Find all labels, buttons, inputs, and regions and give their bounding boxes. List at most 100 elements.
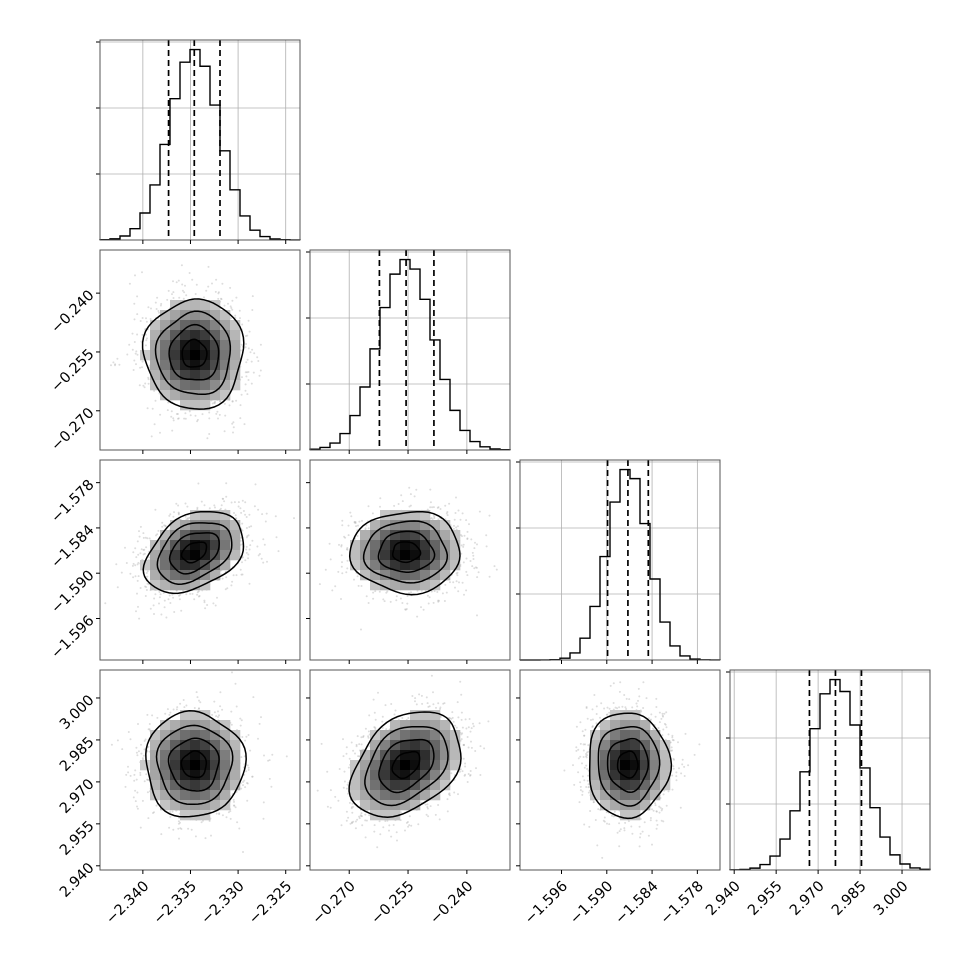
scatter-point <box>175 413 178 415</box>
scatter-point <box>154 508 157 511</box>
scatter-point <box>360 585 363 587</box>
scatter-point <box>472 558 475 560</box>
density-cell <box>190 540 201 551</box>
scatter-point <box>172 417 175 420</box>
density-cell <box>150 580 161 591</box>
scatter-point <box>372 597 375 600</box>
scatter-point <box>156 533 159 536</box>
scatter-point <box>437 518 440 521</box>
density-cell <box>230 540 241 551</box>
scatter-point <box>142 532 145 535</box>
scatter-point <box>135 363 137 366</box>
scatter-point <box>213 504 216 507</box>
panel-frame <box>99 39 301 241</box>
scatter-point <box>258 553 261 555</box>
density-cell <box>200 380 211 391</box>
scatter-point <box>176 413 179 415</box>
scatter-point <box>345 571 348 574</box>
density-cell <box>200 310 211 321</box>
scatter-point <box>371 512 374 515</box>
scatter-point <box>151 407 154 410</box>
scatter-point <box>257 360 260 362</box>
scatter-point <box>231 308 234 311</box>
scatter-point <box>346 548 349 551</box>
scatter-point <box>191 278 194 281</box>
scatter-point <box>341 519 344 522</box>
density-cell <box>220 330 231 341</box>
scatter-point <box>184 515 187 518</box>
scatter-point <box>241 499 244 502</box>
scatter-point <box>328 542 331 545</box>
scatter-point <box>456 525 459 528</box>
scatter-point <box>153 389 156 392</box>
scatter-point <box>195 283 198 286</box>
scatter-point <box>485 534 488 537</box>
scatter-point <box>244 335 247 337</box>
scatter-point <box>410 591 412 594</box>
scatter-point <box>231 299 234 302</box>
scatter-point <box>245 548 248 551</box>
density-cell <box>190 580 201 591</box>
scatter-point <box>137 553 140 556</box>
scatter-point <box>224 414 227 417</box>
scatter-point <box>137 561 140 564</box>
scatter-point <box>337 570 340 573</box>
scatter-point <box>225 495 228 498</box>
scatter-point <box>214 604 217 607</box>
density-cell <box>180 300 191 311</box>
scatter-point <box>148 537 151 540</box>
scatter-point <box>145 586 148 588</box>
scatter-point <box>225 482 228 485</box>
scatter-point <box>356 575 359 578</box>
scatter-point <box>246 358 249 361</box>
scatter-point <box>138 535 141 538</box>
scatter-point <box>239 568 242 571</box>
histogram-panel-0 <box>96 39 301 244</box>
density-cell <box>170 550 181 561</box>
scatter-point <box>239 417 242 420</box>
scatter-point <box>138 617 141 620</box>
scatter-point <box>187 517 189 520</box>
contour-line <box>141 298 245 410</box>
scatter-point <box>256 356 259 359</box>
density-cell <box>170 580 181 591</box>
scatter-point <box>474 541 476 544</box>
scatter-point <box>474 566 477 569</box>
scatter-point <box>246 393 249 396</box>
density-cell <box>200 400 211 411</box>
scatter-point <box>460 544 463 547</box>
density-cell <box>230 520 241 531</box>
scatter-point <box>131 564 134 567</box>
density-cell <box>220 390 231 401</box>
histogram-panel-2 <box>516 459 721 664</box>
scatter-point <box>445 512 448 515</box>
density-cell <box>180 400 191 411</box>
density-cell <box>170 340 181 351</box>
scatter-point <box>476 576 479 579</box>
density-cell <box>210 570 221 581</box>
scatter-point <box>243 423 246 426</box>
scatter-point <box>353 520 356 523</box>
scatter-point <box>254 483 257 486</box>
scatter-point <box>203 601 206 604</box>
scatter-point <box>436 591 439 593</box>
density-cell <box>210 510 221 521</box>
scatter-point <box>167 289 170 292</box>
scatter-point <box>161 525 164 528</box>
scatter-point <box>141 317 144 319</box>
scatter-point <box>476 614 478 617</box>
density-cell <box>160 360 171 371</box>
density-cell <box>170 330 181 341</box>
scatter-point <box>408 486 411 489</box>
density-cell <box>190 570 201 581</box>
scatter-point <box>114 363 117 366</box>
contour-line <box>180 541 208 564</box>
scatter-point <box>185 294 188 297</box>
scatter-point <box>248 548 251 551</box>
scatter-point <box>458 581 460 584</box>
scatter-point <box>433 590 436 593</box>
scatter-point <box>153 597 156 600</box>
scatter-point <box>247 553 250 556</box>
density-cell <box>200 530 211 541</box>
density-cell <box>160 380 171 391</box>
